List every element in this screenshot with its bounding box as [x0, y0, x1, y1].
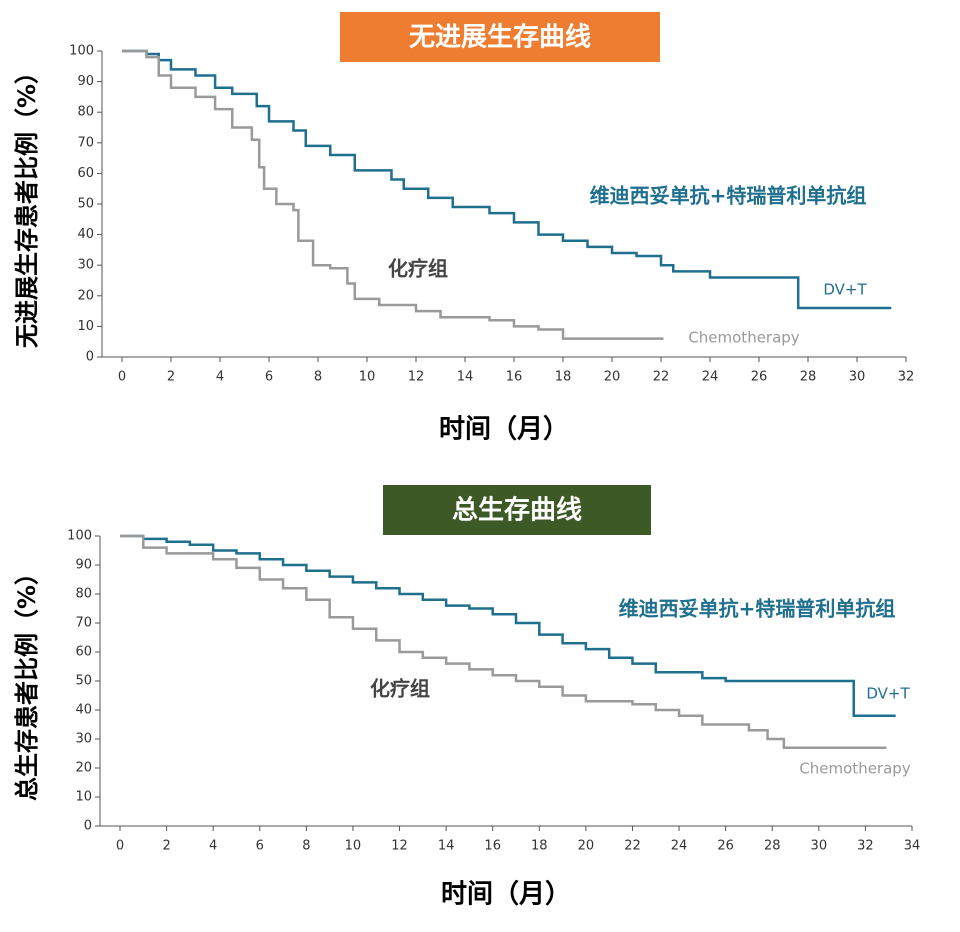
y-tick-label: 70 — [75, 616, 92, 631]
y-tick-label: 50 — [75, 674, 92, 689]
y-tick-label: 40 — [75, 703, 92, 718]
x-tick-label: 32 — [857, 839, 874, 854]
x-tick-label: 14 — [457, 370, 474, 385]
series-label: Chemotherapy — [799, 760, 910, 778]
x-tick-label: 30 — [849, 370, 866, 385]
x-tick-label: 4 — [209, 839, 217, 854]
x-tick-label: 10 — [345, 839, 362, 854]
x-tick-label: 16 — [484, 839, 501, 854]
x-tick-label: 28 — [800, 370, 817, 385]
survival-line — [122, 49, 664, 340]
x-tick-label: 34 — [904, 839, 921, 854]
x-axis-label: 时间（月） — [439, 415, 569, 445]
x-tick-label: 6 — [265, 370, 273, 385]
x-tick-label: 22 — [624, 839, 641, 854]
y-tick-label: 0 — [84, 819, 92, 834]
survival-line — [120, 534, 887, 749]
x-tick-label: 10 — [359, 370, 376, 385]
x-tick-label: 18 — [531, 839, 548, 854]
annotation: 维迪西妥单抗+特瑞普利单抗组 — [590, 184, 867, 208]
annotation: 维迪西妥单抗+特瑞普利单抗组 — [619, 597, 896, 621]
series-label: DV+T — [866, 685, 910, 703]
x-tick-label: 24 — [671, 839, 688, 854]
x-tick-label: 18 — [555, 370, 572, 385]
x-tick-label: 20 — [578, 839, 595, 854]
x-tick-label: 8 — [314, 370, 322, 385]
x-tick-label: 30 — [811, 839, 828, 854]
y-tick-label: 90 — [77, 74, 94, 89]
chart-title: 总生存曲线 — [452, 496, 582, 526]
title-box — [340, 12, 660, 62]
series-label: Chemotherapy — [688, 329, 799, 347]
y-tick-label: 40 — [77, 227, 94, 242]
y-tick-label: 20 — [77, 288, 94, 303]
x-tick-label: 6 — [256, 839, 264, 854]
x-tick-label: 26 — [751, 370, 768, 385]
y-tick-label: 50 — [77, 197, 94, 212]
y-tick-label: 100 — [67, 529, 92, 544]
y-axis-label: 总生存患者比例（%） — [13, 561, 41, 801]
y-tick-label: 10 — [75, 790, 92, 805]
y-tick-label: 60 — [75, 645, 92, 660]
x-tick-label: 20 — [604, 370, 621, 385]
y-tick-label: 100 — [69, 44, 94, 59]
x-tick-label: 8 — [302, 839, 310, 854]
x-tick-label: 22 — [653, 370, 670, 385]
x-tick-label: 24 — [702, 370, 719, 385]
x-tick-label: 26 — [717, 839, 734, 854]
y-tick-label: 80 — [75, 587, 92, 602]
x-axis-label: 时间（月） — [441, 880, 571, 910]
annotation: 化疗组 — [370, 677, 430, 701]
x-tick-label: 32 — [898, 370, 915, 385]
x-tick-label: 12 — [408, 370, 425, 385]
annotation: 化疗组 — [388, 257, 448, 281]
x-tick-label: 4 — [216, 370, 224, 385]
x-tick-label: 14 — [438, 839, 455, 854]
x-tick-label: 2 — [162, 839, 170, 854]
x-tick-label: 0 — [116, 839, 124, 854]
title-box — [383, 485, 651, 535]
y-tick-label: 90 — [75, 558, 92, 573]
x-tick-label: 12 — [391, 839, 408, 854]
series-label: DV+T — [823, 281, 867, 299]
x-tick-label: 0 — [118, 370, 126, 385]
y-tick-label: 30 — [75, 732, 92, 747]
y-tick-label: 0 — [86, 350, 94, 365]
chart-title: 无进展生存曲线 — [409, 23, 591, 53]
y-tick-label: 20 — [75, 761, 92, 776]
y-axis-label: 无进展生存患者比例（%） — [13, 60, 41, 348]
survival-line — [120, 534, 896, 718]
x-tick-label: 2 — [167, 370, 175, 385]
x-tick-label: 16 — [506, 370, 523, 385]
y-tick-label: 60 — [77, 166, 94, 181]
survival-line — [122, 49, 892, 310]
y-tick-label: 70 — [77, 135, 94, 150]
x-tick-label: 28 — [764, 839, 781, 854]
y-tick-label: 10 — [77, 319, 94, 334]
y-tick-label: 80 — [77, 105, 94, 120]
y-tick-label: 30 — [77, 258, 94, 273]
